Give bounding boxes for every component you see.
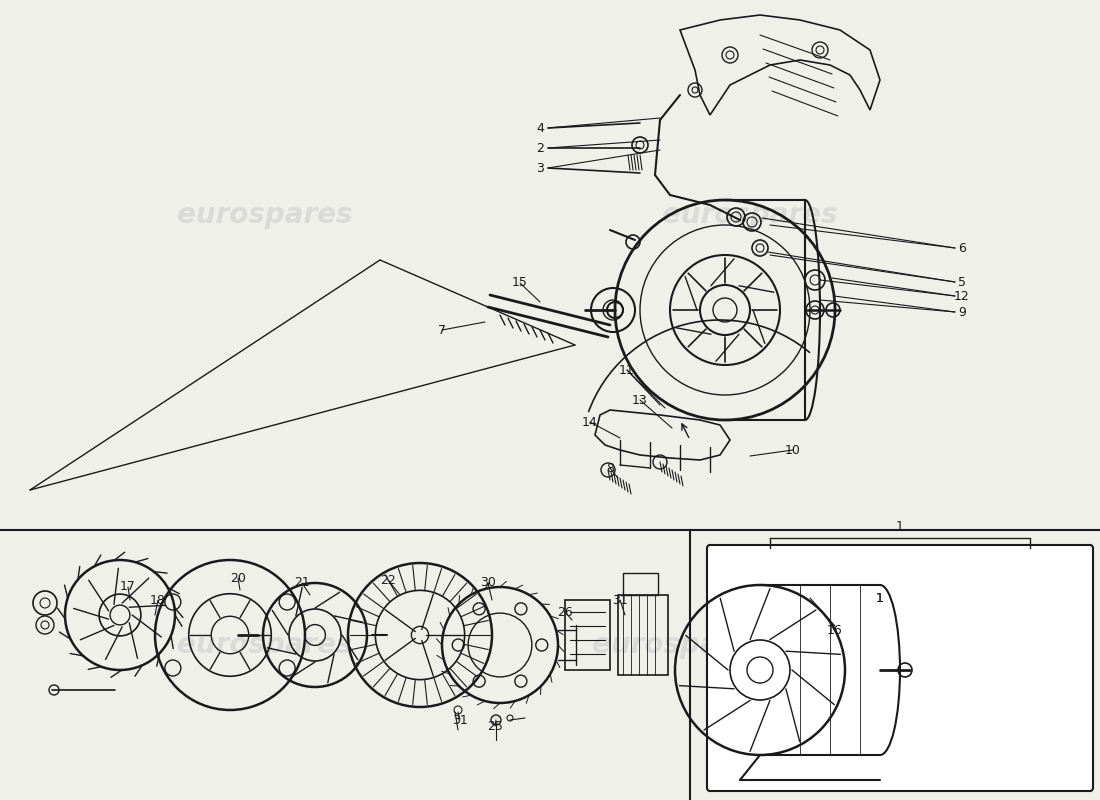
Text: 26: 26: [557, 606, 573, 618]
Text: 7: 7: [438, 323, 446, 337]
Text: 1: 1: [876, 591, 884, 605]
Text: 25: 25: [487, 719, 503, 733]
Text: 14: 14: [582, 415, 598, 429]
Text: 1: 1: [896, 519, 904, 533]
Text: 9: 9: [958, 306, 966, 318]
Bar: [623, 573, 658, 595]
Text: 6: 6: [958, 242, 966, 254]
Text: 20: 20: [230, 571, 246, 585]
Text: 18: 18: [150, 594, 166, 606]
Text: 10: 10: [785, 443, 801, 457]
Bar: [618, 595, 668, 675]
Text: 30: 30: [480, 577, 496, 590]
Text: 3: 3: [536, 162, 543, 174]
Text: 13: 13: [632, 394, 648, 406]
Text: 31: 31: [452, 714, 468, 726]
Text: 17: 17: [120, 581, 136, 594]
Text: 2: 2: [536, 142, 543, 154]
Text: 22: 22: [381, 574, 396, 586]
Text: 4: 4: [536, 122, 543, 134]
FancyBboxPatch shape: [707, 545, 1093, 791]
Text: 8: 8: [606, 462, 614, 474]
Text: 11: 11: [619, 363, 635, 377]
Text: 16: 16: [827, 623, 843, 637]
Text: 15: 15: [513, 277, 528, 290]
Text: eurospares: eurospares: [177, 631, 353, 659]
Text: 31: 31: [612, 594, 628, 606]
Text: eurospares: eurospares: [662, 201, 838, 229]
Text: eurospares: eurospares: [177, 201, 353, 229]
Text: 21: 21: [294, 577, 310, 590]
Text: eurospares: eurospares: [592, 631, 768, 659]
Text: 1: 1: [876, 591, 884, 605]
Text: 12: 12: [954, 290, 970, 302]
Text: 5: 5: [958, 275, 966, 289]
Bar: [565, 600, 610, 670]
